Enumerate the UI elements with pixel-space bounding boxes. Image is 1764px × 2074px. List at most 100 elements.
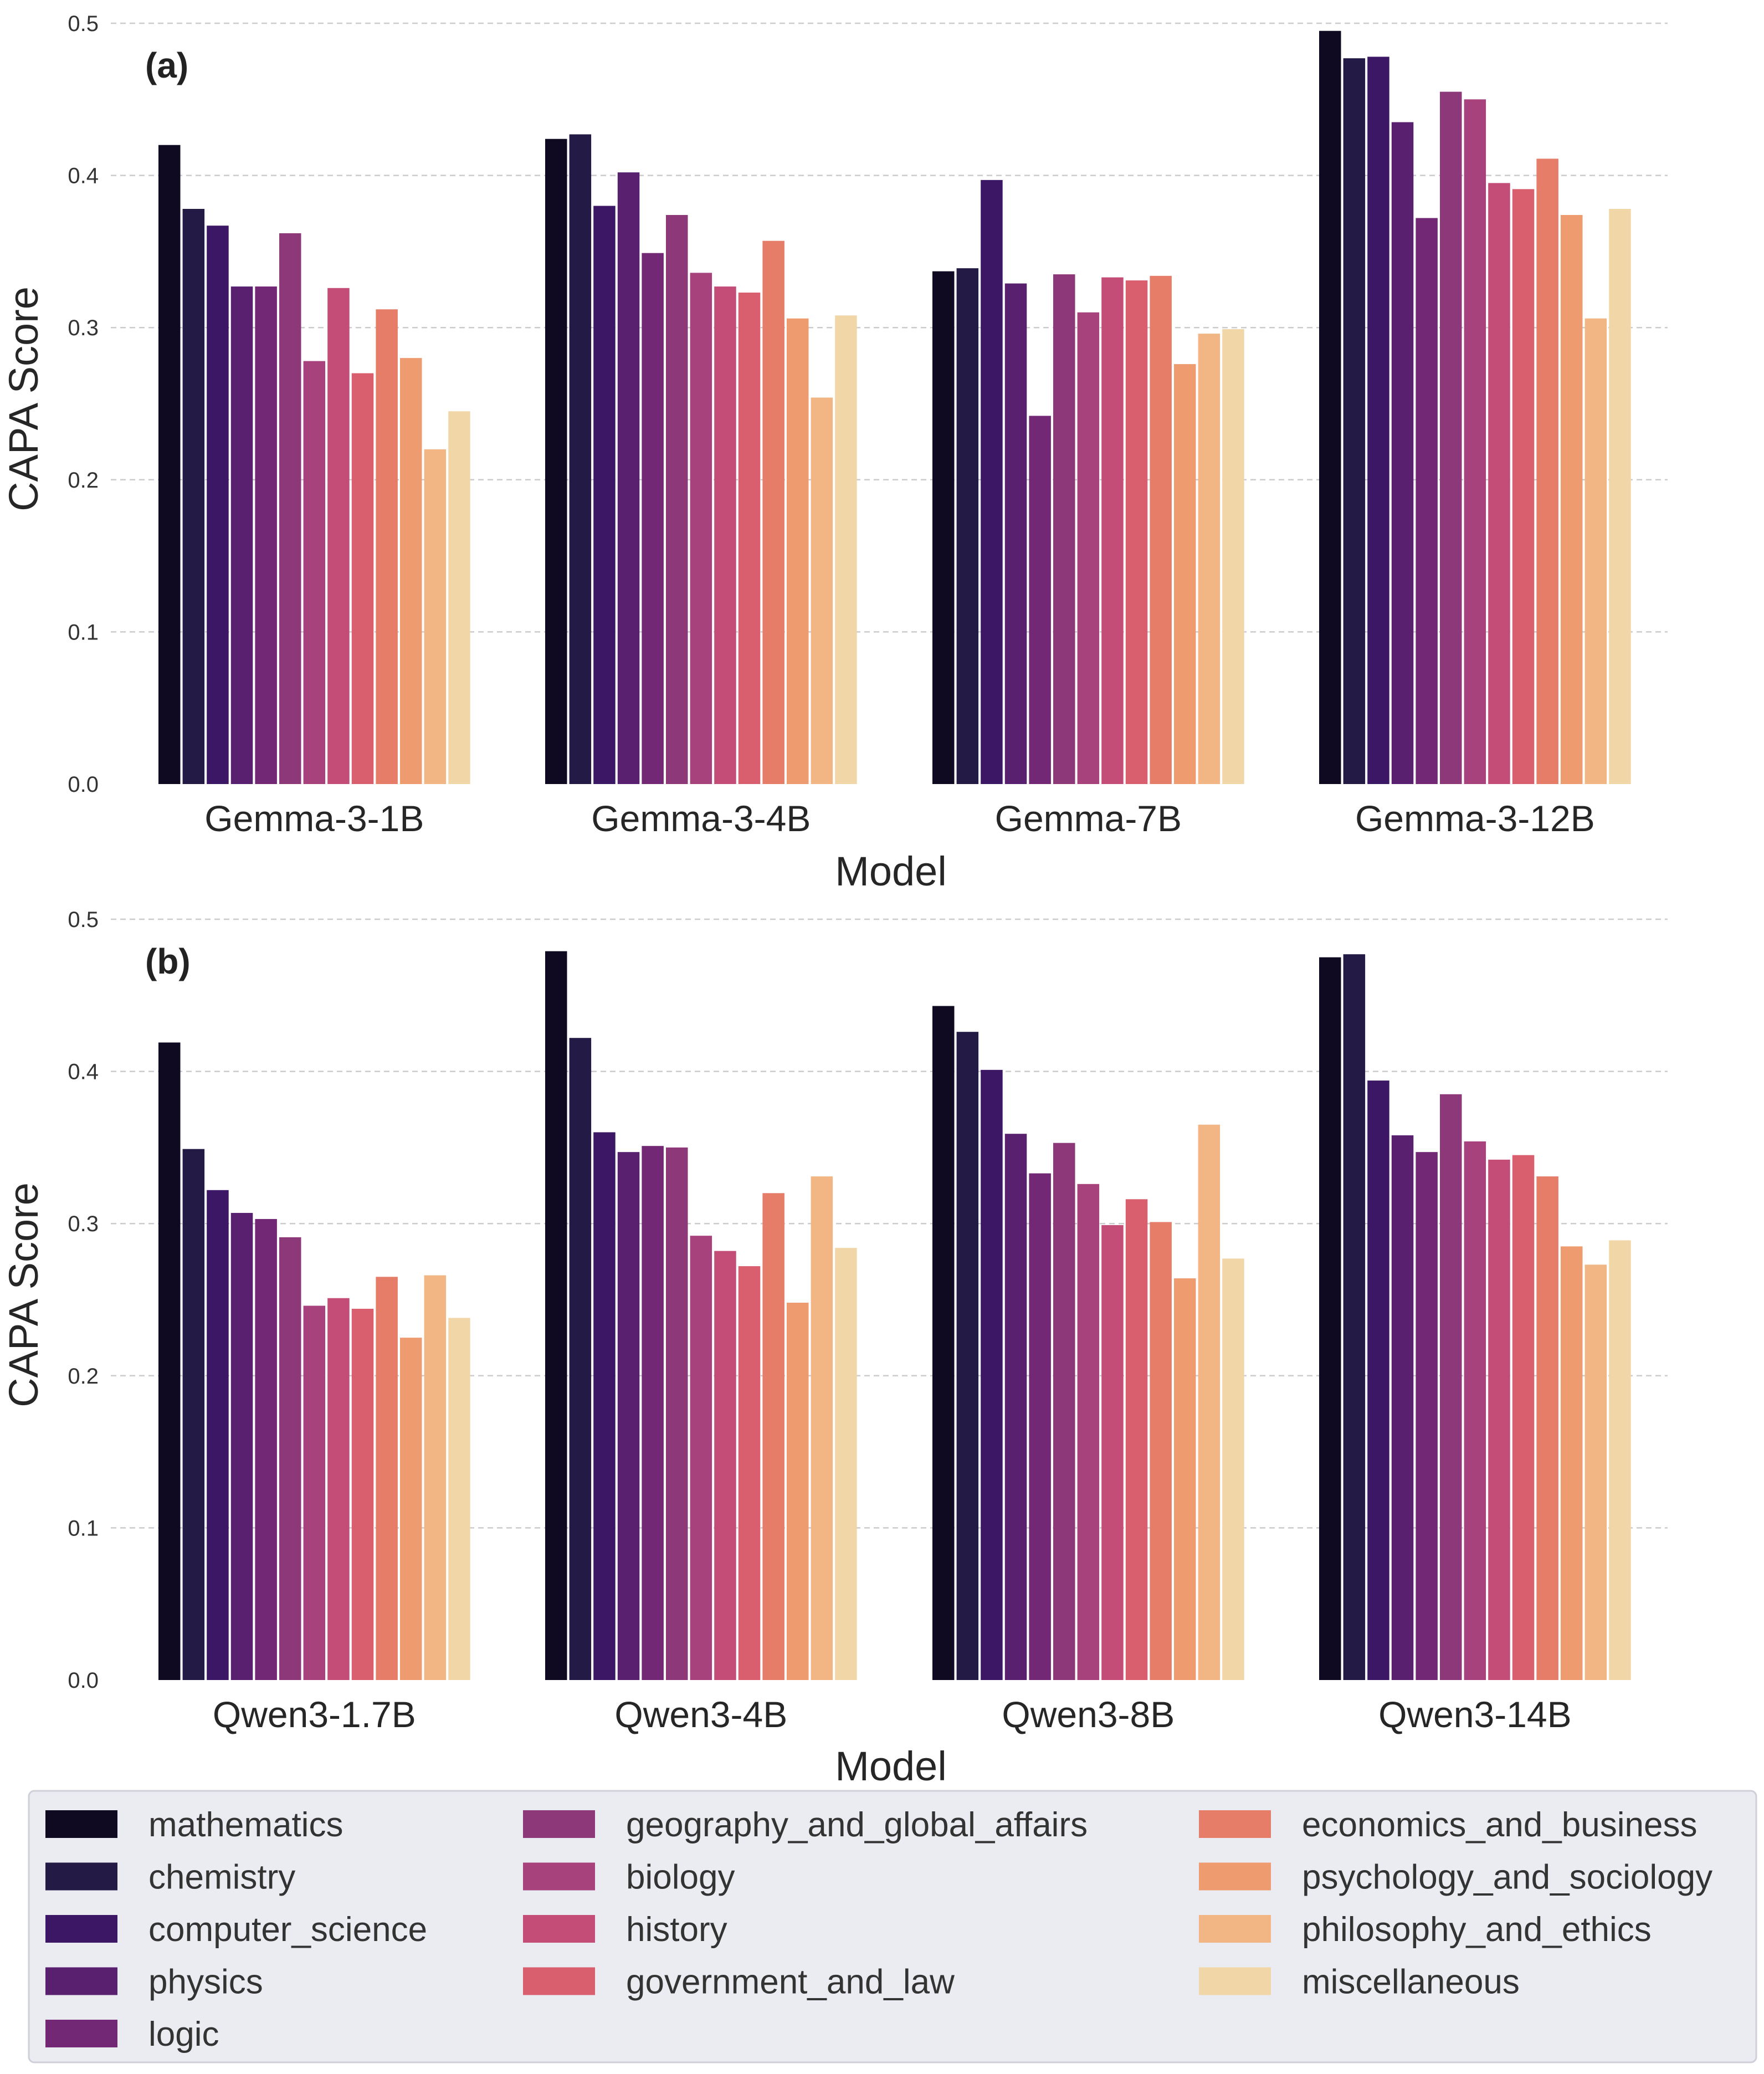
legend-label-logic: logic xyxy=(148,2015,219,2053)
bar-qwen3-14b-logic xyxy=(1416,1152,1438,1680)
bar-qwen3-4b-economics-and-business xyxy=(762,1193,784,1680)
bar-qwen3-14b-geography-and-global-affairs xyxy=(1440,1094,1462,1680)
panel-b-y-axis-label: CAPA Score xyxy=(1,1182,47,1407)
x-tick-label-gemma-3-4b: Gemma-3-4B xyxy=(591,798,811,839)
panel-b-x-axis-label: Model xyxy=(835,1743,947,1789)
bar-qwen3-1-7b-psychology-and-sociology xyxy=(400,1338,422,1680)
bar-qwen3-14b-government-and-law xyxy=(1512,1155,1535,1680)
bar-gemma-3-4b-economics-and-business xyxy=(762,240,784,785)
panel-b-y-tick-label: 0.0 xyxy=(68,1668,99,1693)
bar-qwen3-8b-economics-and-business xyxy=(1150,1222,1172,1680)
legend-swatch-psychology-and-sociology xyxy=(1199,1862,1271,1891)
bar-qwen3-8b-physics xyxy=(1004,1134,1027,1680)
bar-gemma-7b-physics xyxy=(1004,283,1027,784)
bar-gemma-3-4b-logic xyxy=(642,253,664,784)
bar-gemma-7b-mathematics xyxy=(932,271,955,784)
bar-gemma-3-4b-philosophy-and-ethics xyxy=(811,397,833,784)
bar-qwen3-8b-philosophy-and-ethics xyxy=(1198,1124,1221,1680)
bar-qwen3-4b-biology xyxy=(690,1236,712,1680)
bar-qwen3-14b-psychology-and-sociology xyxy=(1561,1246,1583,1680)
bar-qwen3-1-7b-geography-and-global-affairs xyxy=(279,1237,301,1680)
x-tick-label-gemma-7b: Gemma-7B xyxy=(995,798,1182,839)
bar-gemma-3-4b-chemistry xyxy=(569,134,592,784)
panel-b: 0.00.10.20.30.40.5 Qwen3-1.7B Qwen3-4B Qwe… xyxy=(1,908,1668,1789)
bar-qwen3-4b-logic xyxy=(642,1146,664,1680)
legend-items: mathematics chemistry computer_sciencephys… xyxy=(45,1806,1712,2053)
panel-a-label: (a) xyxy=(145,45,188,85)
bar-qwen3-8b-computer-science xyxy=(981,1069,1003,1680)
legend-swatch-biology xyxy=(523,1862,595,1891)
x-tick-label-qwen3-4b: Qwen3-4B xyxy=(614,1694,787,1735)
bar-gemma-3-4b-psychology-and-sociology xyxy=(787,318,809,784)
legend: mathematics chemistry computer_sciencephys… xyxy=(28,1790,1757,2063)
bar-qwen3-1-7b-miscellaneous xyxy=(448,1318,470,1680)
legend-swatch-logic xyxy=(45,2020,117,2047)
bar-qwen3-4b-miscellaneous xyxy=(835,1248,857,1680)
panel-a-y-tick-label: 0.0 xyxy=(68,772,99,797)
bar-gemma-7b-psychology-and-sociology xyxy=(1174,364,1196,784)
legend-label-philosophy-and-ethics: philosophy_and_ethics xyxy=(1302,1911,1652,1949)
bar-qwen3-8b-logic xyxy=(1029,1173,1051,1680)
panel-b-y-tick-label: 0.5 xyxy=(68,908,99,932)
legend-label-psychology-and-sociology: psychology_and_sociology xyxy=(1302,1858,1712,1897)
x-tick-label-gemma-3-1b: Gemma-3-1B xyxy=(204,798,424,839)
x-tick-label-qwen3-8b: Qwen3-8B xyxy=(1002,1694,1175,1735)
bar-gemma-3-12b-logic xyxy=(1416,218,1438,784)
bar-gemma-3-4b-biology xyxy=(690,273,712,784)
bar-gemma-3-1b-psychology-and-sociology xyxy=(400,358,422,784)
bar-qwen3-14b-chemistry xyxy=(1343,954,1366,1680)
bar-qwen3-14b-physics xyxy=(1391,1135,1414,1680)
panel-a-y-axis-label: CAPA Score xyxy=(1,286,47,511)
bar-qwen3-14b-history xyxy=(1488,1159,1510,1680)
bar-qwen3-8b-government-and-law xyxy=(1125,1199,1148,1680)
panel-b-y-tick-label: 0.1 xyxy=(68,1516,99,1540)
panel-a-bars xyxy=(158,30,1631,785)
panel-a-y-tick-label: 0.1 xyxy=(68,620,99,644)
bar-gemma-3-4b-geography-and-global-affairs xyxy=(666,214,688,785)
bar-gemma-3-12b-chemistry xyxy=(1343,58,1366,785)
bar-gemma-7b-geography-and-global-affairs xyxy=(1053,274,1075,785)
bar-qwen3-8b-biology xyxy=(1077,1184,1100,1680)
x-tick-label-gemma-3-12b: Gemma-3-12B xyxy=(1355,798,1595,839)
bar-qwen3-1-7b-philosophy-and-ethics xyxy=(424,1275,447,1680)
bar-qwen3-4b-history xyxy=(714,1251,736,1680)
bar-gemma-3-4b-miscellaneous xyxy=(835,315,857,784)
panel-b-y-tick-label: 0.2 xyxy=(68,1364,99,1389)
panel-a-y-tick-label: 0.5 xyxy=(68,12,99,36)
bar-gemma-3-1b-physics xyxy=(230,286,253,784)
panel-b-bars xyxy=(158,951,1631,1680)
bar-gemma-3-12b-government-and-law xyxy=(1512,189,1535,785)
bar-gemma-7b-logic xyxy=(1029,416,1051,784)
bar-gemma-3-1b-mathematics xyxy=(158,145,181,785)
bar-gemma-3-12b-physics xyxy=(1391,122,1414,785)
panel-b-y-ticks: 0.0 0.1 0.2 0.3 0.4 0.5 xyxy=(68,908,99,1693)
legend-label-government-and-law: government_and_law xyxy=(626,1963,955,2001)
bar-gemma-3-12b-philosophy-and-ethics xyxy=(1584,318,1607,784)
panel-a-y-tick-label: 0.3 xyxy=(68,316,99,340)
bar-gemma-7b-government-and-law xyxy=(1125,280,1148,785)
bar-gemma-3-4b-mathematics xyxy=(545,139,567,784)
legend-label-history: history xyxy=(626,1911,727,1949)
bar-qwen3-4b-computer-science xyxy=(593,1132,616,1680)
panel-a: 0.00.10.20.30.40.5 Gemma-3-1B Gemma-3-4B G… xyxy=(1,12,1668,894)
bar-gemma-3-4b-history xyxy=(714,286,736,784)
legend-swatch-miscellaneous xyxy=(1199,1967,1271,1995)
legend-swatch-computer-science xyxy=(45,1915,117,1943)
bar-qwen3-4b-chemistry xyxy=(569,1038,592,1680)
bar-qwen3-1-7b-mathematics xyxy=(158,1042,181,1680)
panel-a-x-axis-label: Model xyxy=(835,848,947,894)
bar-gemma-3-12b-miscellaneous xyxy=(1609,209,1631,785)
bar-qwen3-1-7b-chemistry xyxy=(182,1149,205,1680)
bar-gemma-3-12b-psychology-and-sociology xyxy=(1561,214,1583,785)
legend-box xyxy=(28,1790,1757,2063)
bar-gemma-7b-computer-science xyxy=(981,180,1003,784)
panel-a-y-ticks: 0.0 0.1 0.2 0.3 0.4 0.5 xyxy=(68,12,99,797)
bar-gemma-3-1b-economics-and-business xyxy=(376,309,398,784)
bar-gemma-3-12b-geography-and-global-affairs xyxy=(1440,91,1462,784)
bar-qwen3-14b-philosophy-and-ethics xyxy=(1584,1264,1607,1680)
legend-label-computer-science: computer_science xyxy=(148,1911,427,1949)
bar-qwen3-8b-miscellaneous xyxy=(1222,1258,1244,1680)
bar-gemma-3-4b-government-and-law xyxy=(738,293,761,784)
bar-gemma-3-1b-government-and-law xyxy=(351,373,374,784)
